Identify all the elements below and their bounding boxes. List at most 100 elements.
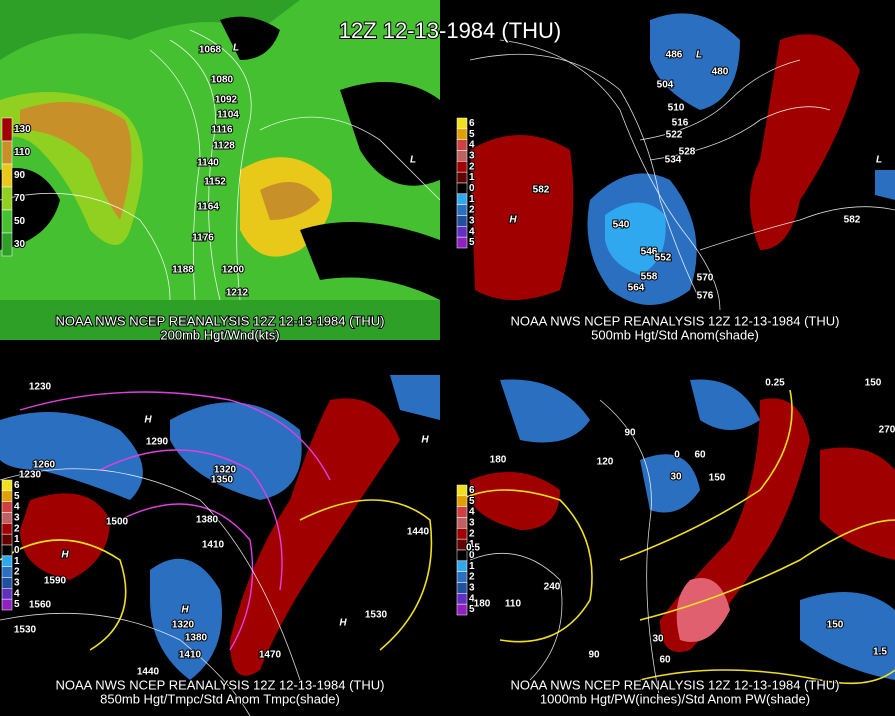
legend-swatch: [456, 484, 468, 497]
contour-label: 1164: [197, 202, 219, 213]
legend-swatch: [456, 506, 468, 518]
legend-label: 2: [14, 523, 20, 534]
legend-swatch: [456, 571, 468, 583]
contour-label: 1380: [196, 515, 219, 526]
legend-label: 4: [469, 593, 475, 604]
legend-swatch: [456, 603, 468, 616]
legend-label: 3: [469, 583, 475, 594]
contour-label: 90: [588, 650, 600, 661]
pressure-center: H: [509, 215, 517, 226]
legend-swatch: [1, 186, 13, 211]
legend-swatch: [456, 204, 468, 216]
contour-label: 1380: [185, 633, 208, 644]
panel-subtitle: 200mb Hgt/Wnd(kts): [160, 327, 279, 342]
legend-label: 5: [14, 491, 20, 502]
contour-label: 150: [709, 473, 726, 484]
legend-label: 1: [14, 556, 20, 567]
contour-label: 540: [613, 220, 630, 231]
legend-swatch: [1, 588, 13, 600]
legend-swatch: [1, 501, 13, 513]
contour-label: 1590: [44, 576, 67, 587]
contour-label: 90: [624, 428, 636, 439]
overlays: 1301109070503010681080109211041116112811…: [1, 42, 895, 707]
contour-label: 180: [474, 599, 491, 610]
panel-subtitle: 500mb Hgt/Std Anom(shade): [591, 327, 759, 342]
contour-label: 570: [697, 273, 714, 284]
panel-1000mb: [455, 375, 895, 716]
contour-label: 486: [666, 50, 683, 61]
legend-label: 0: [469, 183, 475, 194]
contour-label: 1104: [217, 110, 239, 121]
legend-swatch: [456, 517, 468, 529]
contour-label: 480: [712, 67, 729, 78]
legend-swatch: [1, 544, 13, 557]
legend-label: 50: [14, 216, 26, 227]
contour-label: 150: [827, 620, 844, 631]
contour-label: 510: [668, 103, 685, 114]
legend-label: 4: [469, 226, 475, 237]
contour-label: 528: [679, 147, 696, 158]
legend-swatch: [1, 163, 13, 188]
legend-label: 3: [469, 151, 475, 162]
contour-label: 120: [597, 457, 614, 468]
legend-label: 30: [14, 239, 26, 250]
legend-label: 1: [469, 194, 475, 205]
legend-label: 1: [469, 561, 475, 572]
legend-label: 2: [469, 161, 475, 172]
contour-label: 240: [544, 582, 561, 593]
legend-swatch: [456, 117, 468, 130]
contour-label: 1230: [29, 382, 52, 393]
contour-label: 1212: [226, 288, 249, 299]
contour-label: 30: [652, 634, 664, 645]
contour-label: 516: [672, 118, 689, 129]
contour-label: 1.5: [873, 647, 887, 658]
contour-label: 1320: [172, 620, 195, 631]
legend-label: 0: [469, 550, 475, 561]
legend-label: 1: [469, 539, 475, 550]
contour-label: 1440: [407, 527, 430, 538]
contour-label: 1080: [211, 75, 234, 86]
legend-swatch: [1, 566, 13, 578]
contour-label: 582: [844, 215, 861, 226]
legend-label: 130: [14, 124, 31, 135]
legend-swatch: [1, 523, 13, 535]
contour-label: 1260: [33, 460, 56, 471]
contour-label: 1116: [211, 125, 233, 136]
legend-label: 2: [469, 528, 475, 539]
legend-swatch: [456, 171, 468, 184]
contour-label: 110: [505, 599, 522, 610]
contour-label: 1410: [179, 650, 202, 661]
contour-label: 1092: [215, 95, 238, 106]
contour-label: 1500: [106, 517, 129, 528]
legend-swatch: [1, 479, 13, 492]
contour-label: 564: [628, 283, 645, 294]
legend-swatch: [1, 598, 13, 611]
contour-label: 1290: [146, 437, 169, 448]
contour-label: 1350: [211, 475, 234, 486]
contour-label: 1068: [199, 45, 222, 56]
legend-swatch: [456, 226, 468, 238]
pressure-center: H: [181, 605, 189, 616]
contour-label: 0.25: [765, 378, 785, 389]
legend-swatch: [1, 512, 13, 524]
legend-label: 5: [469, 129, 475, 140]
legend-label: 4: [14, 502, 20, 513]
legend-swatch: [456, 215, 468, 227]
legend-swatch: [456, 161, 468, 173]
contour-label: 546: [641, 247, 658, 258]
legend-label: 5: [469, 496, 475, 507]
contour-label: 150: [865, 378, 882, 389]
legend-label: 3: [14, 578, 20, 589]
legend-label: 6: [469, 485, 475, 496]
legend-swatch: [456, 236, 468, 249]
legend-swatch: [1, 232, 13, 257]
legend-label: 2: [14, 567, 20, 578]
legend-label: 3: [14, 513, 20, 524]
legend-swatch: [1, 140, 13, 165]
legend-swatch: [456, 128, 468, 140]
legend-label: 0: [14, 545, 20, 556]
legend-label: 2: [469, 572, 475, 583]
contour-label: 1320: [214, 465, 237, 476]
legend-swatch: [456, 182, 468, 195]
